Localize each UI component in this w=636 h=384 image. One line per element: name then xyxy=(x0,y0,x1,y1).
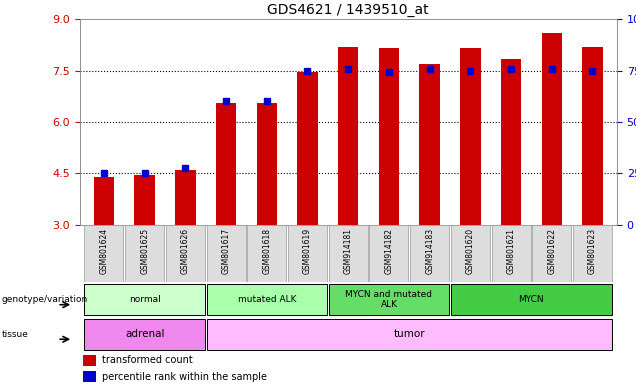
Bar xyxy=(207,319,612,349)
Bar xyxy=(451,225,490,282)
Bar xyxy=(542,33,562,225)
Text: percentile rank within the sample: percentile rank within the sample xyxy=(102,372,267,382)
Bar xyxy=(207,225,245,282)
Bar xyxy=(329,225,368,282)
Bar xyxy=(134,175,155,225)
Text: normal: normal xyxy=(128,295,160,304)
Bar xyxy=(420,64,440,225)
Bar xyxy=(583,46,603,225)
Bar xyxy=(83,355,95,366)
Text: GSM914181: GSM914181 xyxy=(343,227,353,273)
Text: MYCN: MYCN xyxy=(518,295,544,304)
Bar xyxy=(288,225,327,282)
Text: tumor: tumor xyxy=(394,329,425,339)
Bar xyxy=(166,225,205,282)
Text: GSM801623: GSM801623 xyxy=(588,227,597,274)
Bar xyxy=(370,225,408,282)
Bar xyxy=(247,225,286,282)
Text: GSM914183: GSM914183 xyxy=(425,227,434,274)
Text: GSM801624: GSM801624 xyxy=(99,227,108,274)
Text: adrenal: adrenal xyxy=(125,329,164,339)
Bar xyxy=(451,284,612,315)
Bar xyxy=(83,371,95,382)
Bar xyxy=(85,319,205,349)
Text: GSM914182: GSM914182 xyxy=(384,227,394,273)
Bar xyxy=(573,225,612,282)
Text: GSM801621: GSM801621 xyxy=(506,227,516,273)
Bar xyxy=(85,284,205,315)
Text: genotype/variation: genotype/variation xyxy=(1,295,88,304)
Bar xyxy=(93,177,114,225)
Bar xyxy=(297,72,317,225)
Text: GSM801626: GSM801626 xyxy=(181,227,190,274)
Bar xyxy=(460,48,481,225)
Bar xyxy=(256,103,277,225)
Text: GSM801620: GSM801620 xyxy=(466,227,475,274)
Bar xyxy=(216,103,236,225)
Bar xyxy=(532,225,571,282)
Bar xyxy=(338,46,359,225)
Bar xyxy=(410,225,449,282)
Bar xyxy=(501,59,522,225)
Bar xyxy=(379,48,399,225)
Bar xyxy=(175,170,195,225)
Title: GDS4621 / 1439510_at: GDS4621 / 1439510_at xyxy=(267,3,429,17)
Text: mutated ALK: mutated ALK xyxy=(237,295,296,304)
Bar xyxy=(207,284,327,315)
Bar xyxy=(492,225,530,282)
Text: GSM801619: GSM801619 xyxy=(303,227,312,274)
Text: GSM801618: GSM801618 xyxy=(262,227,272,273)
Text: tissue: tissue xyxy=(1,329,28,339)
Bar xyxy=(125,225,164,282)
Bar xyxy=(85,225,123,282)
Text: transformed count: transformed count xyxy=(102,356,193,366)
Text: MYCN and mutated
ALK: MYCN and mutated ALK xyxy=(345,290,432,309)
Text: GSM801617: GSM801617 xyxy=(221,227,231,274)
Bar xyxy=(329,284,449,315)
Text: GSM801622: GSM801622 xyxy=(548,227,556,273)
Text: GSM801625: GSM801625 xyxy=(140,227,149,274)
